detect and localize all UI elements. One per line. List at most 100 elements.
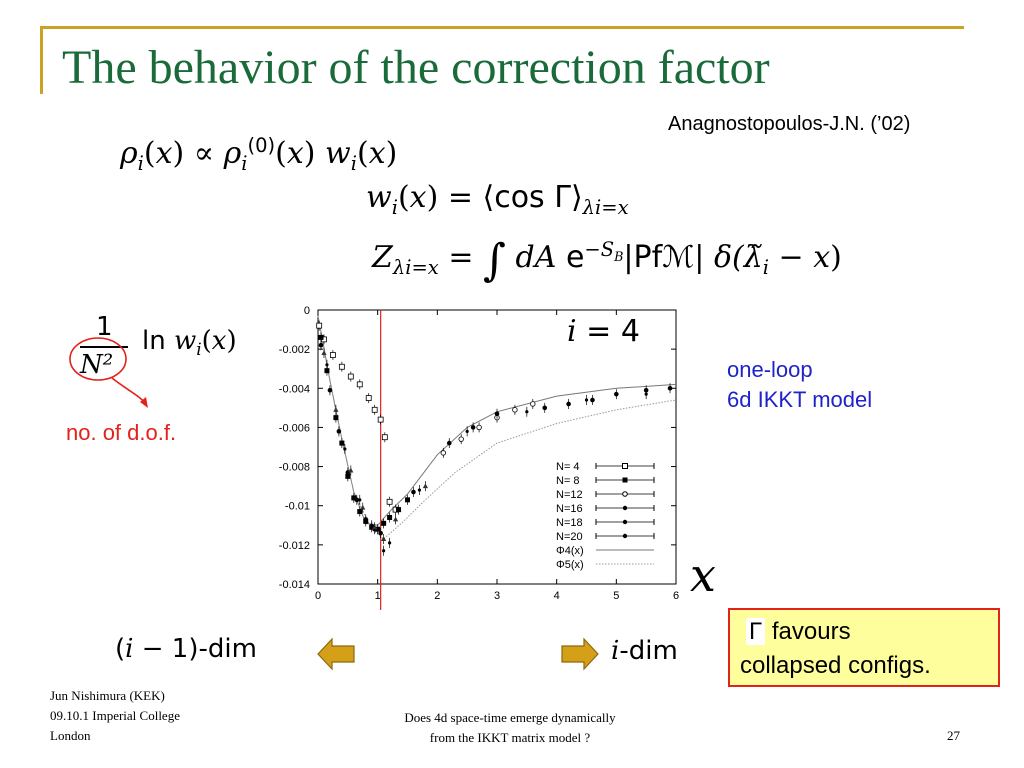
x-tick-label: 0 [315,590,321,602]
data-point [347,373,354,380]
one-loop-line: one-loop [727,357,813,382]
data-point [360,504,366,510]
legend-label: N=12 [556,489,583,501]
data-point [396,507,402,513]
data-point [381,434,388,441]
data-point [446,440,452,446]
plot-frame [317,309,677,585]
data-point [370,523,374,527]
data-point [375,526,381,532]
x-tick-label: 4 [554,590,560,602]
equation-weight-definition: wi(x) = ⟨cos Γ⟩λi=x [366,180,629,219]
legend-marker [622,477,628,483]
page-number: 27 [947,728,960,743]
data-point [333,407,339,412]
data-point [365,395,372,401]
correction-factor-chart: 0 1 2 3 4 5 6 0 -0.002 -0.004 -0.006 -0.008 -0.01 -0.… [279,305,679,610]
data-point [372,524,378,530]
data-point [405,497,410,503]
data-point [584,398,589,402]
data-point [644,392,648,396]
data-point [388,541,392,545]
y-tick-label: -0.01 [285,501,310,513]
data-point [386,498,393,505]
legend-label: N= 8 [556,475,580,487]
footer-talk-title: Does 4d space-time emerge dynamically fr… [404,710,616,745]
data-point [357,509,363,515]
y-tick-label: -0.014 [279,579,310,591]
data-point [316,322,323,329]
y-tick-label: 0 [304,305,310,317]
data-point [381,536,387,541]
x-tick-label: 6 [673,590,679,602]
right-arrow-icon [561,637,599,671]
callout-line-1: Γ favours [746,618,851,646]
data-point [325,363,329,367]
legend-label: N= 4 [556,461,580,473]
data-point [371,406,378,413]
data-point [318,342,324,348]
y-tick-label: -0.012 [279,540,310,552]
legend-marker [622,463,628,469]
callout-line-2: collapsed configs. [740,652,931,679]
data-point [614,391,619,397]
data-point [336,429,342,434]
slide-title: The behavior of the correction factor [62,41,770,94]
data-point [667,385,673,391]
data-point [318,334,324,340]
x-axis-symbol: x [690,548,716,602]
equation-density-proportionality: ρi(x) ∝ ρi(0)(x) wi(x) [120,134,398,175]
x-tick-label: 3 [494,590,500,602]
data-point [590,397,595,403]
data-point [417,488,422,492]
data-point [321,350,327,356]
y-tick-label: -0.002 [279,344,310,356]
legend-marker [622,491,628,497]
footer-author: Jun Nishimura (KEK) 09.10.1 Imperial Col… [50,688,180,743]
data-point [566,401,571,407]
data-point [356,381,363,388]
legend-label: N=16 [556,503,583,515]
legend-label: Φ5(x) [556,559,584,571]
ikkt-model-line: 6d IKKT model [727,387,873,412]
y-tick-label: -0.006 [279,422,310,434]
data-point [378,530,383,536]
data-point [525,410,529,414]
legend-marker [622,519,628,525]
data-point [392,516,399,522]
data-point [339,440,345,446]
data-point [351,495,357,501]
data-point [440,450,446,456]
data-point [354,497,360,503]
data-point [324,368,330,374]
data-point [512,407,518,413]
x-tick-label: 1 [375,590,381,602]
data-point [422,483,428,489]
left-arrow-icon [317,637,355,671]
y-tick-label: -0.008 [279,462,310,474]
data-point [327,387,333,393]
data-point [333,415,339,421]
legend-label: N=18 [556,517,583,529]
title-frame-top [40,26,964,29]
equation-partition-function: Zλi=x = ∫ dA e−SB|Pfℳ| δ(λ̃i − x) [372,235,842,286]
title-frame-left [40,26,43,94]
legend-marker [622,533,628,539]
legend-marker [622,505,628,511]
data-point [382,549,386,553]
data-point [338,363,345,370]
reference-credit: Anagnostopoulos-J.N. (’02) [668,113,911,135]
data-point [358,498,362,502]
one-loop-model-label: one-loop 6d IKKT model [727,355,872,415]
legend-label: Φ4(x) [556,545,584,557]
legend-label: N=20 [556,531,583,543]
data-point [542,405,548,411]
data-point [530,401,536,407]
data-point [470,425,476,430]
x-tick-label: 2 [434,590,440,602]
data-point [343,447,347,451]
data-point [381,520,387,526]
data-point [387,514,393,520]
y-tick-label: -0.004 [279,383,310,395]
data-point [494,411,500,417]
